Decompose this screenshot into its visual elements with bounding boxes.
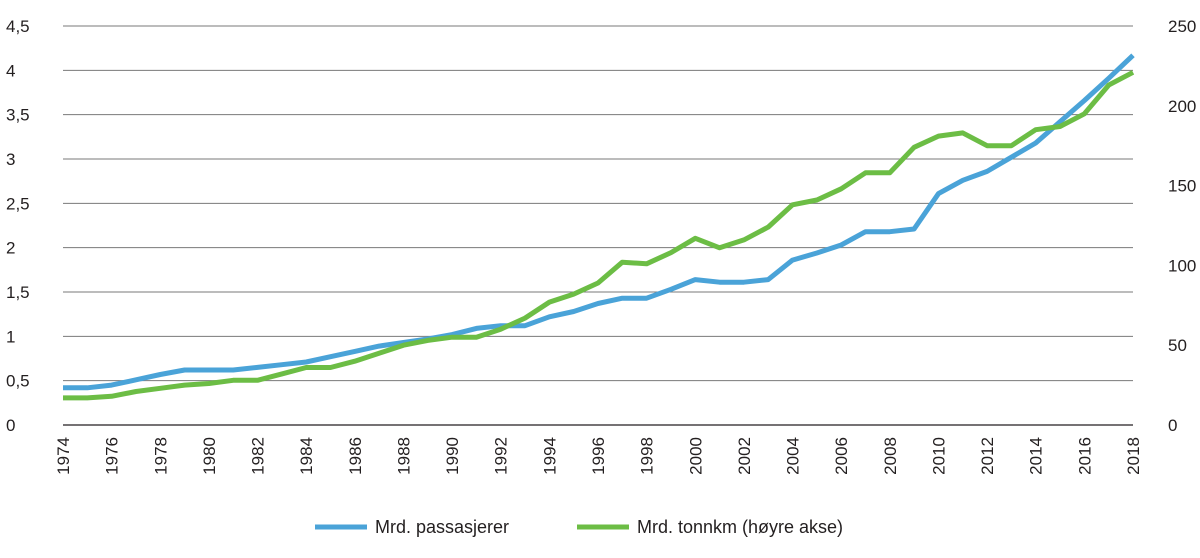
x-tick-label: 2008: [881, 437, 900, 475]
y-left-tick-label: 2,5: [6, 194, 30, 213]
x-tick-label: 2012: [978, 437, 997, 475]
x-tick-label: 1996: [589, 437, 608, 475]
left-y-axis-ticks: 0 0,5 1 1,5 2 2,5 3 3,5 4 4,5: [6, 17, 30, 435]
y-left-tick-label: 2: [6, 239, 15, 258]
x-tick-label: 1976: [103, 437, 122, 475]
legend-label-tonnkm: Mrd. tonnkm (høyre akse): [637, 517, 843, 537]
x-tick-label: 2010: [929, 437, 948, 475]
x-tick-label: 1978: [151, 437, 170, 475]
right-y-axis-ticks: 0 50 100 150 200 250: [1168, 17, 1196, 435]
legend: Mrd. passasjerer Mrd. tonnkm (høyre akse…: [315, 517, 843, 537]
y-left-tick-label: 0,5: [6, 372, 30, 391]
x-tick-label: 1974: [54, 437, 73, 475]
gridlines: [63, 25, 1133, 426]
y-left-tick-label: 1: [6, 327, 15, 346]
x-tick-label: 2014: [1027, 437, 1046, 475]
y-right-tick-label: 100: [1168, 256, 1196, 275]
series-lines: [63, 53, 1135, 401]
y-left-tick-label: 1,5: [6, 283, 30, 302]
x-tick-label: 1984: [297, 437, 316, 475]
series-line-1: [63, 70, 1135, 401]
x-axis-ticks: 1974 1976 1978 1980 1982 1984 1986 1988 1990 1992…: [54, 437, 1143, 475]
x-tick-label: 1988: [394, 437, 413, 475]
y-left-tick-label: 3,5: [6, 106, 30, 125]
x-tick-label: 1998: [638, 437, 657, 475]
y-right-tick-label: 150: [1168, 177, 1196, 196]
y-right-tick-label: 0: [1168, 416, 1177, 435]
x-tick-label: 1990: [443, 437, 462, 475]
legend-label-passasjerer: Mrd. passasjerer: [375, 517, 509, 537]
x-tick-label: 2018: [1124, 437, 1143, 475]
x-tick-label: 2000: [686, 437, 705, 475]
y-right-tick-label: 200: [1168, 97, 1196, 116]
x-tick-label: 2006: [832, 437, 851, 475]
x-tick-label: 2004: [784, 437, 803, 475]
y-left-tick-label: 4,5: [6, 17, 30, 36]
x-tick-label: 1986: [346, 437, 365, 475]
y-left-tick-label: 0: [6, 416, 15, 435]
y-left-tick-label: 4: [6, 61, 15, 80]
y-right-tick-label: 50: [1168, 336, 1187, 355]
x-tick-label: 2002: [735, 437, 754, 475]
x-tick-label: 1982: [249, 437, 268, 475]
y-right-tick-label: 250: [1168, 17, 1196, 36]
x-tick-label: 1994: [540, 437, 559, 475]
series-line-0: [63, 53, 1135, 391]
y-left-tick-label: 3: [6, 150, 15, 169]
x-tick-label: 1980: [200, 437, 219, 475]
x-tick-label: 2016: [1075, 437, 1094, 475]
x-tick-label: 1992: [492, 437, 511, 475]
